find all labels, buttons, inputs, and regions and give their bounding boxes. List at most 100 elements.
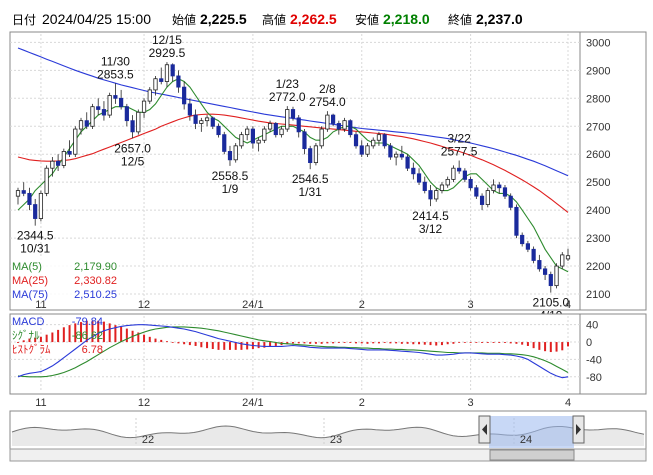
macd-histogram-bar [57, 329, 60, 343]
ma25-legend-value: 2,330.82 [74, 275, 117, 287]
candle-body [256, 139, 261, 144]
candle-body [15, 190, 21, 197]
macd-histogram-bar [372, 342, 375, 344]
close-label: 終値 [448, 12, 472, 27]
macd-histogram-bar [297, 342, 300, 344]
macd-histogram-bar [223, 342, 226, 350]
candle-body [491, 184, 496, 191]
candle-body [457, 167, 462, 172]
macd-histogram-bar [567, 342, 569, 347]
macd-histogram-bar [377, 342, 380, 344]
candle-body [267, 123, 273, 130]
macd-y-tick-label: -40 [586, 354, 602, 366]
price-y-tick-label: 2200 [586, 261, 610, 273]
macd-histogram-bar [423, 342, 426, 345]
macd-histogram-bar [80, 322, 83, 343]
candle-body [56, 160, 61, 166]
candle-body [147, 89, 152, 102]
macd-histogram-bar [412, 342, 415, 345]
annotation-date: 2/8 [319, 82, 336, 96]
macd-y-tick-label: 0 [586, 337, 592, 349]
candle-body [61, 151, 66, 166]
candle-body [399, 153, 404, 158]
price-x-tick-label: 11 [35, 299, 46, 311]
ma5-legend-value: 2,179.90 [74, 261, 117, 273]
candle-body [462, 170, 467, 180]
signal-legend-label: ｼｸﾞﾅﾙ [12, 329, 40, 342]
candle-body [537, 260, 542, 270]
navigator-scrollbar-thumb[interactable] [489, 449, 575, 461]
candle-body [153, 78, 158, 91]
high-low-annotations: 2344.510/312853.511/302657.012/52929.512… [17, 33, 570, 323]
macd-histogram-bar [28, 338, 31, 343]
high-label: 高値 [262, 12, 286, 27]
macd-x-tick-label: 3 [468, 397, 474, 409]
macd-histogram-bar [337, 342, 340, 343]
candle-body [331, 114, 336, 124]
macd-histogram-bar [114, 325, 117, 343]
macd-histogram-bar [200, 342, 203, 348]
macd-x-tick-label: 11 [35, 397, 46, 409]
candle-body [382, 134, 387, 147]
macd-histogram-bar [360, 342, 363, 344]
ma75-legend-value: 2,510.25 [74, 289, 117, 301]
navigator-left-handle[interactable] [478, 415, 491, 444]
candle-body [170, 64, 175, 77]
price-x-tick-label: 2 [359, 299, 365, 311]
price-y-tick-label: 2300 [586, 233, 610, 245]
macd-histogram-bar [120, 326, 123, 343]
candle-body [193, 114, 198, 124]
macd-histogram-bar [526, 342, 529, 346]
annotation-date: 1/31 [299, 185, 323, 199]
right-arrow-icon [576, 424, 581, 435]
macd-histogram-bar [395, 342, 398, 344]
macd-histogram-bar [320, 342, 323, 344]
macd-histogram-bar [406, 342, 409, 344]
price-y-tick-label: 2900 [586, 65, 610, 77]
candle-body [90, 106, 95, 127]
price-y-tick-label: 2500 [586, 177, 610, 189]
candle-body [342, 120, 347, 130]
candle-body [485, 190, 490, 205]
candle-body [159, 78, 164, 82]
macd-histogram-bar [188, 342, 191, 346]
macd-histogram-bar [486, 342, 489, 343]
candle-body [497, 184, 502, 189]
open-value: 2,225.5 [200, 11, 247, 27]
candle-body [422, 181, 427, 191]
candle-body [560, 254, 565, 267]
annotation-price: 2577.5 [441, 145, 478, 159]
macd-y-axis: 40 0 -40 -80 [586, 320, 602, 384]
candle-body [96, 106, 101, 110]
macd-histogram-bar [326, 342, 329, 344]
candle-body [33, 204, 38, 219]
navigator-right-handle[interactable] [572, 415, 585, 444]
navigator-window[interactable] [489, 416, 574, 448]
macd-histogram-bar [475, 342, 478, 343]
macd-x-tick-label: 24/1 [242, 397, 263, 409]
candle-body [434, 190, 439, 200]
macd-histogram-bar [435, 342, 438, 346]
price-x-axis: 11 12 24/1 2 3 4 [35, 299, 571, 311]
candle-body [308, 148, 313, 164]
annotation-price: 2414.5 [412, 209, 449, 223]
candle-body [216, 125, 221, 136]
candle-body [262, 128, 267, 141]
candle-body [394, 153, 399, 158]
macd-histogram-bar [194, 342, 197, 346]
macd-y-tick-label: 40 [586, 320, 598, 332]
candle-body [508, 195, 513, 208]
ma25-legend-label: MA(25) [12, 275, 48, 287]
macd-histogram-bar [102, 321, 105, 343]
candle-body [164, 64, 170, 82]
annotation-price: 2929.5 [149, 46, 186, 60]
macd-histogram-bar [458, 342, 461, 343]
navigator-scrollbar-track[interactable] [9, 448, 647, 462]
candle-body [474, 187, 479, 197]
candle-body [353, 134, 359, 147]
candle-body [365, 145, 370, 155]
candle-body [290, 109, 296, 119]
macd-histogram-bar [498, 342, 501, 343]
candle-body [107, 95, 112, 116]
left-arrow-icon [482, 424, 487, 435]
